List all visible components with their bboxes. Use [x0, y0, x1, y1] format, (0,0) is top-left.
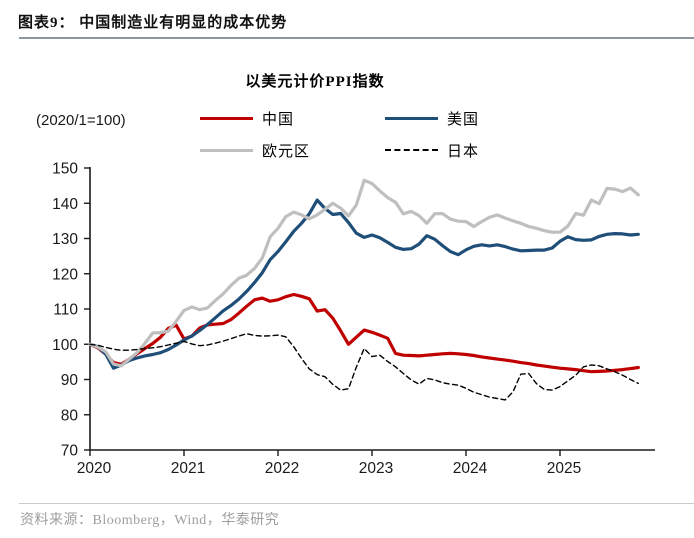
- legend-label-eurozone: 欧元区: [262, 143, 311, 160]
- legend-swatch-china: [200, 116, 253, 120]
- series-line-china: [88, 292, 640, 374]
- series-line-us: [88, 198, 640, 370]
- legend-label-china: 中国: [262, 111, 295, 128]
- x-tick-label: 2020: [77, 460, 112, 477]
- y-tick-label: 70: [61, 443, 79, 460]
- x-tick-label: 2024: [453, 460, 488, 477]
- y-tick-label: 120: [52, 266, 78, 283]
- axes: [89, 167, 655, 451]
- x-tick-label: 2025: [547, 460, 581, 477]
- y-tick-label: 140: [52, 196, 78, 213]
- x-tick-label: 2022: [265, 460, 299, 477]
- header-divider: [19, 37, 694, 39]
- legend-item-china: 中国: [200, 108, 294, 128]
- series-line-japan: [89, 333, 639, 401]
- y-tick-label: 150: [52, 161, 78, 178]
- legend-item-japan: 日本: [385, 140, 479, 160]
- y-tick-label: 100: [52, 337, 78, 354]
- chart-title: 以美元计价PPI指数: [245, 74, 385, 90]
- legend-item-us: 美国: [385, 108, 479, 128]
- x-tick-label: 2021: [171, 460, 205, 477]
- y-tick-label: 90: [61, 372, 79, 389]
- legend-swatch-us: [385, 116, 438, 120]
- page-title: 图表9： 中国制造业有明显的成本优势: [18, 15, 288, 31]
- legend-label-japan: 日本: [447, 143, 480, 160]
- x-tick-label: 2023: [359, 460, 393, 477]
- axis-unit-label: (2020/1=100): [36, 112, 126, 129]
- legend-item-eurozone: 欧元区: [200, 140, 310, 160]
- legend-label-us: 美国: [447, 111, 480, 128]
- y-tick-label: 110: [53, 302, 78, 319]
- y-tick-label: 130: [52, 231, 78, 248]
- legend-swatch-eurozone: [200, 148, 253, 152]
- source-note: 资料来源：Bloomberg，Wind，华泰研究: [20, 513, 280, 528]
- series-line-eurozone: [88, 178, 640, 368]
- y-tick-label: 80: [61, 407, 79, 424]
- footer-divider: [19, 503, 694, 504]
- legend-swatch-japan: [385, 149, 438, 151]
